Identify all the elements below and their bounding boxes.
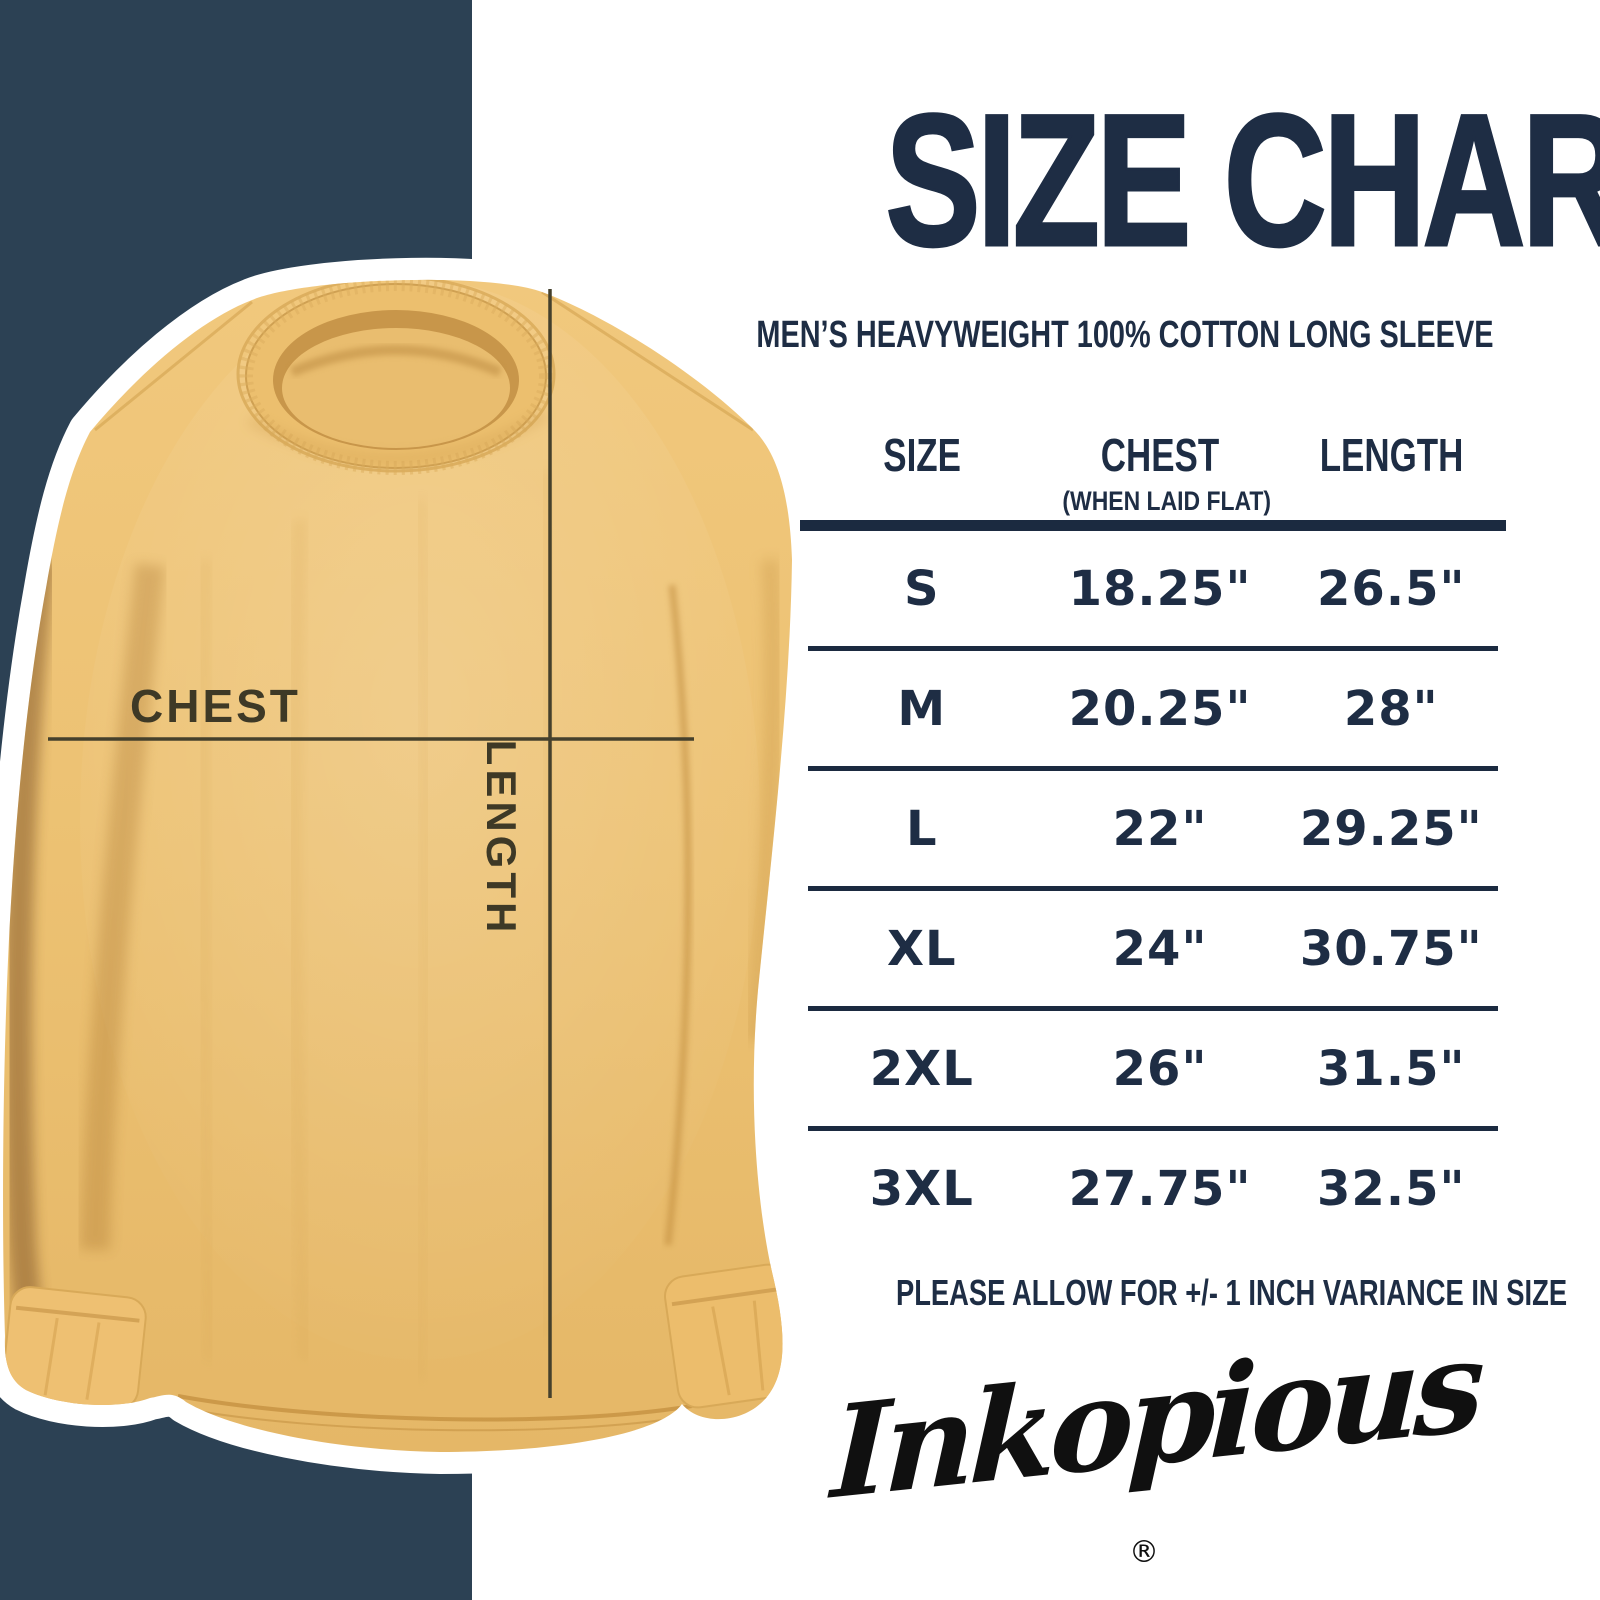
shirt-hem-seam (177, 1394, 693, 1432)
size-table: SIZE CHEST (WHEN LAID FLAT) LENGTH S 18.… (800, 420, 1506, 1246)
chest-cell: 18.25" (1068, 560, 1252, 617)
length-measure-label: LENGTH (478, 740, 525, 937)
column-header-chest: CHEST (WHEN LAID FLAT) (1044, 420, 1277, 515)
row-divider (808, 1126, 1498, 1131)
size-cell: 3XL (869, 1160, 974, 1217)
column-header-size: SIZE (882, 429, 961, 481)
length-cell: 32.5" (1317, 1160, 1466, 1217)
chest-cell: 27.75" (1068, 1160, 1252, 1217)
measurement-overlay: CHEST LENGTH (48, 289, 694, 1398)
table-header-row: SIZE CHEST (WHEN LAID FLAT) LENGTH (800, 420, 1506, 520)
table-row-m: M 20.25" 28" (800, 651, 1506, 766)
collar (236, 279, 556, 475)
table-row-s: S 18.25" 26.5" (800, 531, 1506, 646)
row-divider (808, 1006, 1498, 1011)
table-row-3xl: 3XL 27.75" 32.5" (800, 1131, 1506, 1246)
variance-note-text: PLEASE ALLOW FOR +/- 1 INCH VARIANCE IN … (895, 1272, 1568, 1313)
size-cell: L (905, 800, 938, 857)
column-header-chest-sub: (WHEN LAID FLAT) (1061, 486, 1271, 516)
chest-cell: 24" (1112, 920, 1208, 977)
row-divider (808, 646, 1498, 651)
length-cell: 28" (1343, 680, 1439, 737)
left-cuff (3, 1286, 147, 1410)
shirt-photo: CHEST LENGTH (3, 279, 793, 1452)
chest-measure-label: CHEST (130, 680, 301, 732)
length-cell: 29.25" (1299, 800, 1483, 857)
brand-logo: Inkopious ® (829, 1310, 1481, 1569)
table-row-l: L 22" 29.25" (800, 771, 1506, 886)
size-cell: XL (886, 920, 957, 977)
column-header-length: LENGTH (1319, 429, 1464, 481)
page-title: SIZE CHART (756, 85, 1600, 276)
header-divider (800, 520, 1506, 531)
length-cell: 30.75" (1299, 920, 1483, 977)
row-divider (808, 766, 1498, 771)
shirt-body (3, 279, 793, 1452)
length-cell: 31.5" (1317, 1040, 1466, 1097)
row-divider (808, 886, 1498, 891)
size-cell: 2XL (869, 1040, 974, 1097)
chest-cell: 22" (1112, 800, 1208, 857)
brand-logo-text: Inkopious (829, 1310, 1482, 1528)
registered-trademark-icon: ® (1129, 1534, 1159, 1570)
chest-cell: 26" (1112, 1040, 1208, 1097)
table-row-xl: XL 24" 30.75" (800, 891, 1506, 1006)
variance-note: PLEASE ALLOW FOR +/- 1 INCH VARIANCE IN … (790, 1272, 1567, 1314)
table-row-2xl: 2XL 26" 31.5" (800, 1011, 1506, 1126)
size-cell: M (897, 680, 947, 737)
page-title-text: SIZE CHART (884, 75, 1600, 285)
right-cuff (664, 1263, 793, 1409)
subtitle: MEN’S HEAVYWEIGHT 100% COTTON LONG SLEEV… (640, 314, 1520, 357)
size-cell: S (903, 560, 940, 617)
chest-cell: 20.25" (1068, 680, 1252, 737)
subtitle-text: MEN’S HEAVYWEIGHT 100% COTTON LONG SLEEV… (756, 314, 1494, 356)
length-cell: 26.5" (1317, 560, 1466, 617)
